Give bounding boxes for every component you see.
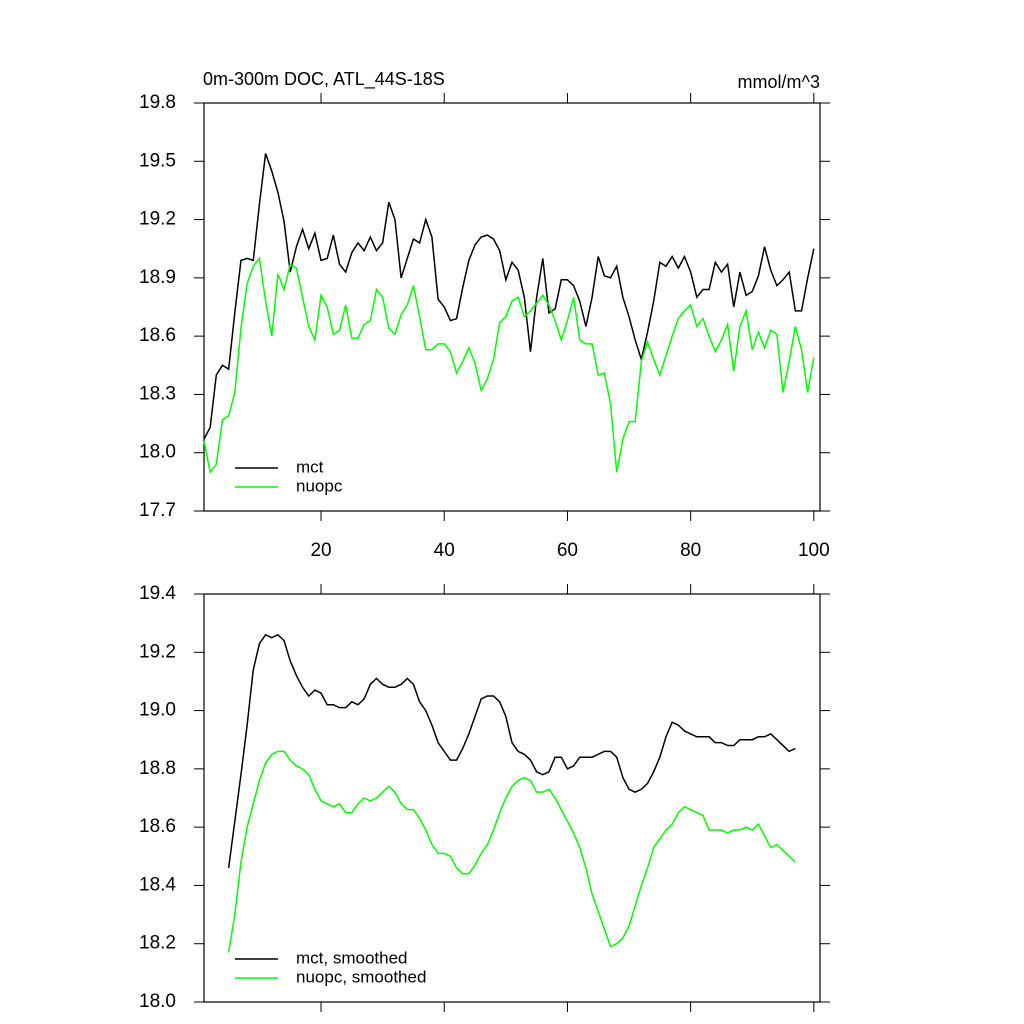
units-label: mmol/m^3 (738, 72, 820, 92)
y-tick-label: 18.0 (139, 991, 176, 1012)
plot-frame (203, 593, 821, 1003)
y-tick-label: 17.7 (139, 500, 176, 521)
y-tick-label: 19.0 (139, 700, 176, 721)
y-tick-label: 18.4 (139, 874, 176, 895)
y-tick-label: 18.6 (139, 816, 176, 837)
y-tick-label: 18.6 (139, 325, 176, 346)
y-tick-label: 19.5 (139, 150, 176, 171)
y-tick-label: 18.0 (139, 442, 176, 463)
chart-title: 0m-300m DOC, ATL_44S-18S (203, 69, 445, 90)
x-tick-label: 80 (680, 540, 701, 561)
data-line (227, 633, 796, 869)
x-tick-label: 100 (798, 540, 830, 561)
x-tick-label: 60 (557, 540, 578, 561)
legend-label: mct, smoothed (296, 948, 408, 967)
legend-label: nuopc (296, 476, 343, 495)
y-tick-label: 19.2 (139, 209, 176, 230)
data-line (227, 750, 796, 953)
data-line (203, 256, 815, 474)
y-tick-label: 18.8 (139, 758, 176, 779)
x-tick-label: 20 (310, 540, 331, 561)
legend-label: nuopc, smoothed (296, 967, 426, 986)
y-tick-label: 19.8 (139, 92, 176, 113)
x-tick-label: 40 (434, 540, 455, 561)
data-line (203, 153, 815, 440)
y-tick-label: 19.4 (139, 583, 176, 604)
plot-frame (203, 102, 821, 512)
y-tick-label: 18.3 (139, 383, 176, 404)
y-tick-label: 19.2 (139, 641, 176, 662)
y-tick-label: 18.9 (139, 267, 176, 288)
y-tick-label: 18.2 (139, 933, 176, 954)
legend-label: mct (296, 457, 324, 476)
